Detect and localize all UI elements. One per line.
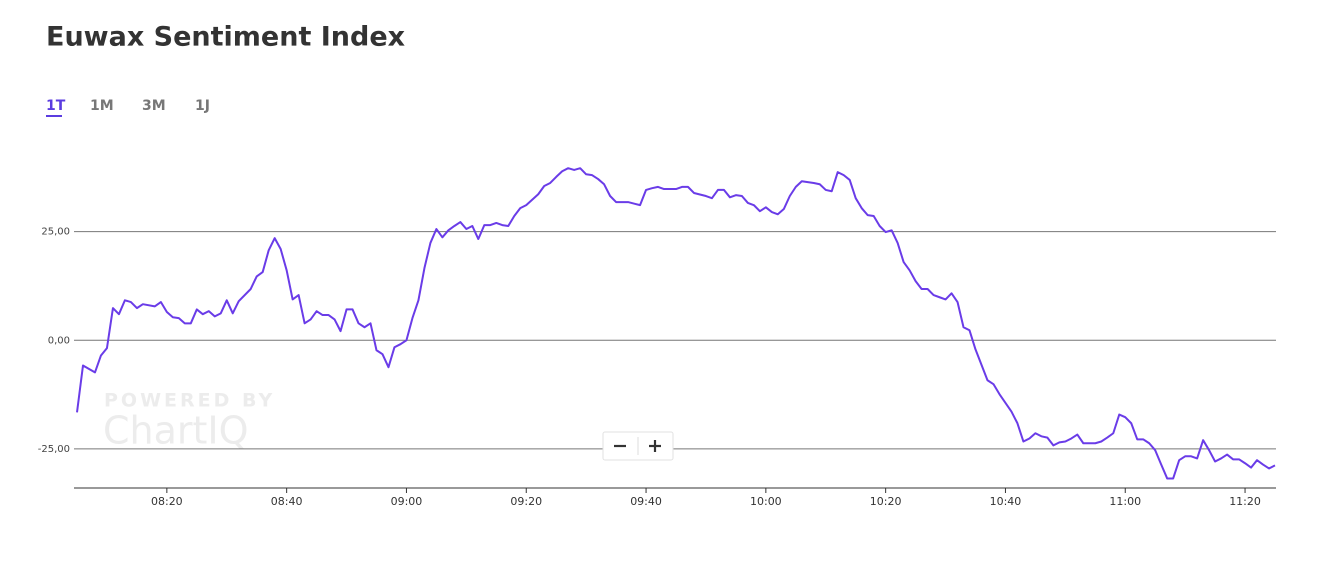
zoom-control [602, 431, 674, 461]
y-tick-label: 25,00 [41, 227, 70, 238]
series-line [76, 167, 1276, 480]
range-tab[interactable]: 1M [90, 98, 114, 114]
x-tick-label: 11:20 [1229, 495, 1261, 508]
plot [76, 167, 1276, 480]
x-tick-label: 09:00 [391, 495, 423, 508]
x-tick-label: 10:40 [990, 495, 1022, 508]
x-tick-label: 09:20 [510, 495, 542, 508]
range-tab[interactable]: 1J [195, 98, 210, 114]
y-tick-label: 0,00 [48, 335, 70, 346]
watermark-text: POWERED BY [104, 390, 275, 412]
x-tick-label: 08:40 [271, 495, 303, 508]
x-tick-label: 08:20 [151, 495, 183, 508]
x-tick-label: 10:00 [750, 495, 782, 508]
y-tick-label: -25,00 [38, 444, 70, 455]
watermark-text: ChartIQ [103, 409, 249, 453]
range-tab[interactable]: 3M [142, 98, 166, 114]
x-tick-label: 09:40 [630, 495, 662, 508]
chart-title: Euwax Sentiment Index [46, 22, 405, 53]
x-tick-label: 10:20 [870, 495, 902, 508]
zoom-in[interactable] [649, 440, 661, 452]
range-tab[interactable]: 1T [46, 98, 66, 114]
x-tick-label: 11:00 [1109, 495, 1141, 508]
active-tab-underline [46, 115, 62, 117]
grid: -25,00 0,00 25,00 08:20 08:40 09:00 09:20 09:40… [38, 227, 1276, 508]
range-tabs: 1T 1M 3M 1J [46, 98, 210, 117]
